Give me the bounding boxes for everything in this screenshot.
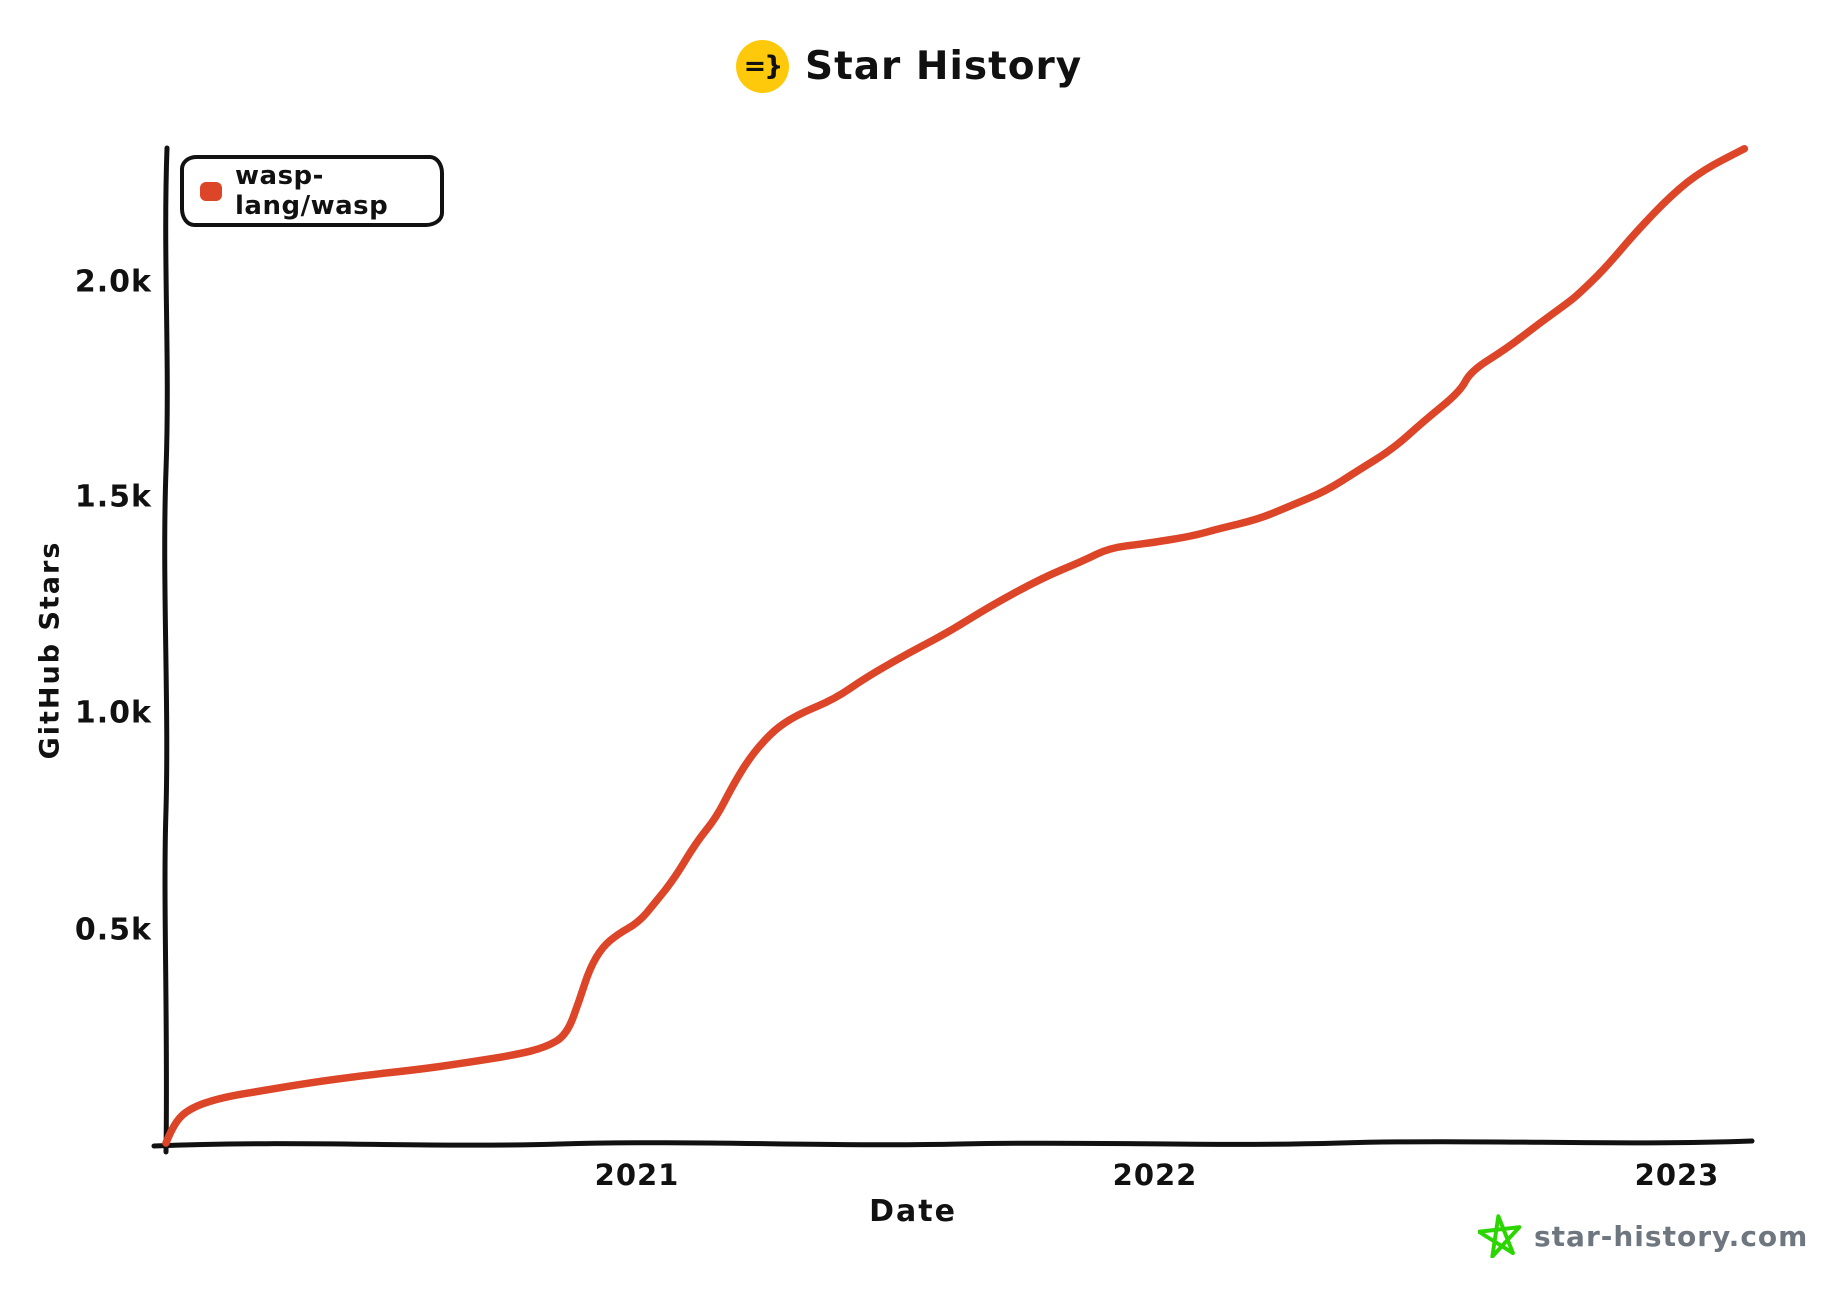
y-tick-label-1_5k: 1.5k [74,479,152,515]
star-logo-icon [1478,1214,1522,1258]
x-tick-label-2023: 2023 [1634,1158,1720,1192]
legend: wasp-lang/wasp [180,155,444,227]
y-axis-line [162,145,170,1155]
watermark-text: star-history.com [1534,1219,1809,1253]
y-tick-label-1_0k: 1.0k [74,695,152,731]
chart-title: =} Star History [736,40,1082,93]
y-tick-label-0_5k: 0.5k [74,912,152,948]
x-tick-label-2021: 2021 [594,1158,680,1192]
x-axis-line [151,1138,1755,1149]
watermark: star-history.com [1478,1214,1808,1258]
x-tick-label-2022: 2022 [1112,1158,1198,1192]
y-tick-label-2_0k: 2.0k [74,264,152,300]
chart-title-text: Star History [805,44,1083,89]
x-axis-title: Date [869,1194,957,1229]
star-history-logo-icon: =} [736,40,789,93]
series-line-wasp-lang-wasp [162,144,1749,1147]
legend-series-label: wasp-lang/wasp [235,161,389,221]
y-axis-title: GitHub Stars [34,540,66,760]
legend-color-marker-icon [200,181,222,201]
